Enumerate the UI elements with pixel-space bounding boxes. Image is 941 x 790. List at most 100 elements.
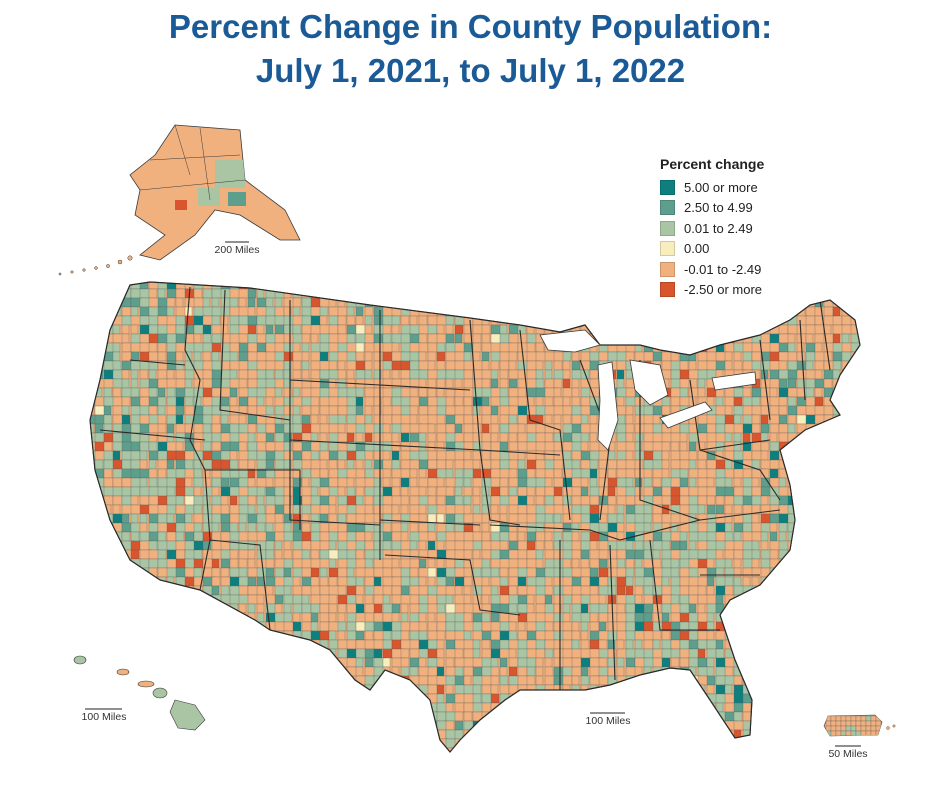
county-cell (598, 576, 609, 587)
legend-item-label: 0.01 to 2.49 (684, 220, 753, 236)
county-cell (175, 414, 184, 425)
county-cell (796, 549, 807, 560)
county-cell (697, 333, 706, 344)
county-cell (499, 477, 509, 488)
county-cell (805, 585, 814, 596)
county-cell (130, 738, 142, 749)
county-cell (805, 504, 816, 515)
county-cell (355, 702, 365, 713)
county-cell (859, 333, 860, 344)
county-cell (724, 666, 734, 677)
county-cell (283, 693, 297, 704)
county-cell (580, 522, 592, 533)
county-cell (400, 432, 410, 443)
county-cell (301, 495, 313, 506)
county-cell (508, 747, 521, 752)
county-cell (616, 324, 625, 335)
county-cell (454, 477, 464, 488)
county-cell (661, 711, 672, 722)
county-cell (103, 369, 115, 380)
county-cell (553, 549, 565, 560)
county-cell (220, 432, 232, 443)
county-cell (805, 729, 819, 740)
county-cell (184, 639, 196, 650)
county-cell (400, 306, 412, 317)
county-cell (94, 459, 104, 470)
county-cell (832, 675, 846, 686)
county-cell (679, 324, 690, 335)
county-cell (688, 540, 697, 551)
county-cell (247, 414, 258, 425)
county-cell (535, 351, 547, 362)
county-cell (760, 306, 773, 317)
county-cell (760, 603, 771, 614)
county-cell (202, 684, 213, 695)
county-cell (760, 648, 770, 659)
county-cell (661, 729, 671, 740)
county-cell (697, 495, 708, 506)
county-cell (832, 495, 844, 506)
county-cell (112, 282, 124, 290)
county-cell (364, 306, 374, 317)
county-cell (256, 324, 265, 335)
county-cell (859, 666, 860, 677)
county-cell (274, 369, 284, 380)
county-cell (814, 567, 827, 578)
municipio-cell (835, 725, 842, 732)
county-cell (238, 441, 248, 452)
county-cell (832, 702, 846, 713)
county-cell (346, 639, 357, 650)
county-cell (850, 297, 859, 308)
county-cell (679, 432, 688, 443)
county-cell (454, 450, 465, 461)
county-cell (814, 369, 823, 380)
county-cell (328, 594, 338, 605)
county-cell (130, 630, 140, 641)
county-cell (508, 594, 520, 605)
county-cell (400, 369, 411, 380)
county-cell (328, 360, 338, 371)
county-cell (301, 513, 310, 524)
county-cell (445, 639, 456, 650)
county-cell (706, 612, 715, 623)
county-cell (796, 657, 807, 668)
county-cell (220, 630, 229, 641)
county-cell (139, 630, 149, 641)
county-cell (310, 414, 319, 425)
county-cell (121, 396, 131, 407)
county-cell (265, 333, 277, 344)
county-cell (796, 477, 808, 488)
county-cell (337, 459, 346, 470)
county-cell (832, 621, 845, 632)
county-cell (184, 648, 195, 659)
county-cell (598, 522, 609, 533)
county-cell (499, 531, 510, 542)
county-cell (355, 549, 365, 560)
county-cell (400, 693, 411, 704)
county-cell (760, 585, 774, 596)
county-cell (103, 558, 112, 569)
county-cell (553, 351, 565, 362)
county-cell (301, 684, 310, 695)
county-cell (328, 729, 342, 740)
county-cell (418, 396, 430, 407)
county-cell (544, 513, 554, 524)
county-cell (580, 621, 589, 632)
county-cell (211, 612, 221, 623)
county-cell (769, 576, 778, 587)
county-cell (157, 495, 168, 506)
county-cell (184, 612, 195, 623)
county-cell (544, 720, 553, 731)
county-cell (130, 549, 140, 560)
county-cell (562, 522, 572, 533)
county-cell (796, 693, 806, 704)
municipio-cell (825, 725, 832, 732)
county-cell (94, 540, 108, 551)
county-cell (148, 486, 160, 497)
county-cell (103, 387, 113, 398)
county-cell (337, 297, 346, 308)
county-cell (283, 282, 297, 290)
county-cell (355, 315, 364, 326)
county-cell (814, 594, 828, 605)
county-cell (274, 594, 284, 605)
